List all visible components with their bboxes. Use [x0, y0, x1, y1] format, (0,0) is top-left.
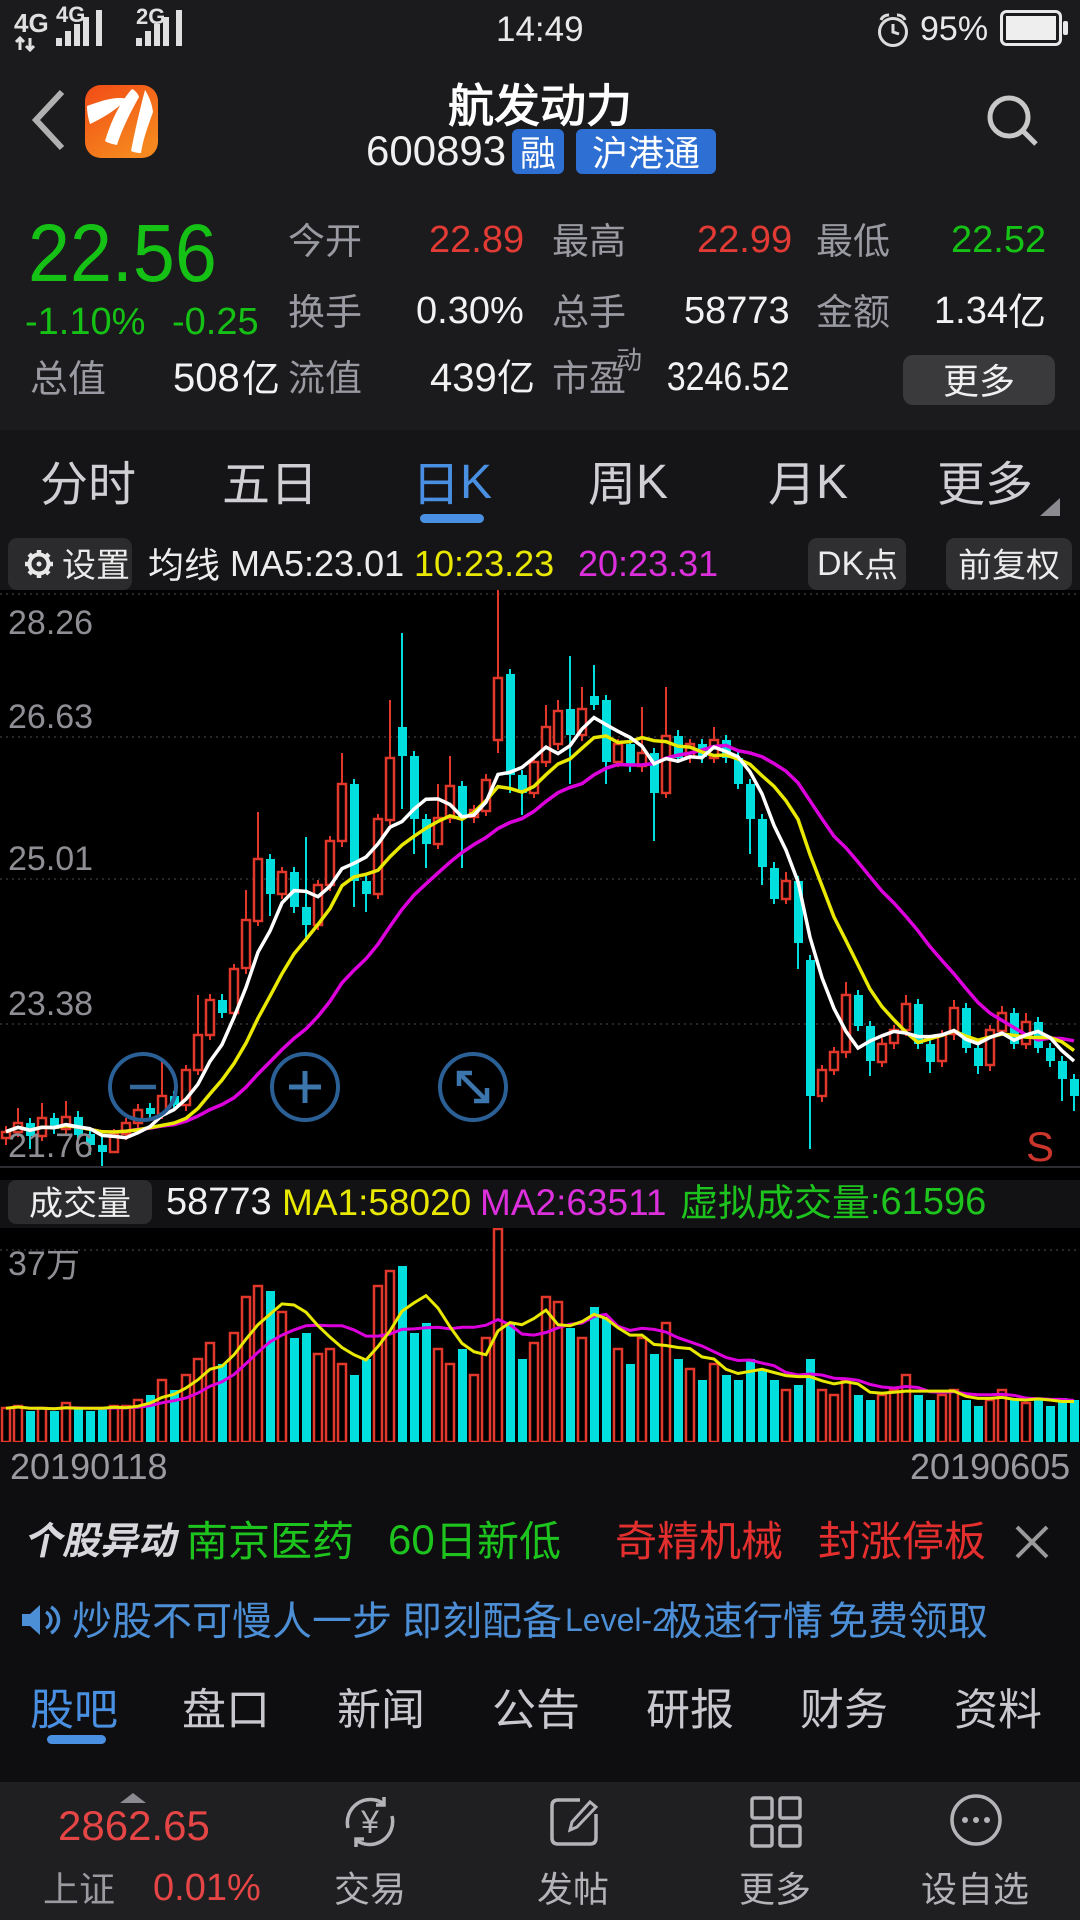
svg-text:¥: ¥: [360, 1804, 379, 1840]
svg-text:2G: 2G: [136, 6, 165, 29]
svg-text:4G: 4G: [56, 6, 85, 27]
svg-text:4G: 4G: [14, 8, 49, 38]
